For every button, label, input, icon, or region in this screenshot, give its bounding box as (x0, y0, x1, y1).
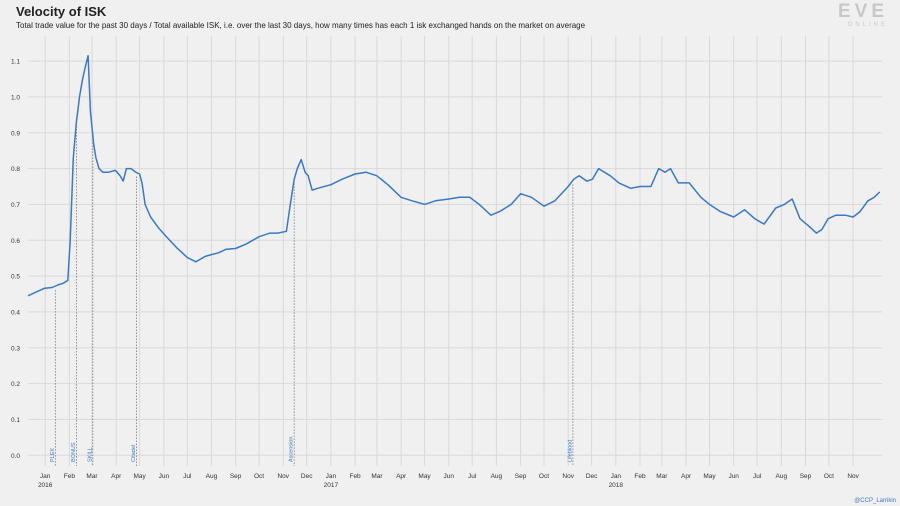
event-marker-label: PLEX (50, 448, 56, 462)
x-tick-label: Nov (847, 473, 859, 480)
series-layer (27, 54, 881, 297)
x-tick-year-label: 2018 (609, 482, 624, 489)
x-tick-label: Mar (656, 473, 668, 480)
y-tick-labels: 0.0 0.1 0.2 0.3 0.4 0.5 0.6 0.7 0.8 0.9 1.0 1.1 (11, 59, 20, 460)
x-tick-label: Jan (326, 473, 337, 480)
chart-title: Velocity of ISK (16, 4, 107, 19)
y-tick-label: 0.9 (11, 130, 20, 137)
x-tick-label: Mar (86, 473, 98, 480)
y-tick-label: 0.4 (11, 309, 20, 316)
annotation-layer: PLEX BONUS SKILL Citadel Ascension Lifeblood (50, 126, 573, 466)
x-tick-label: Feb (64, 473, 76, 480)
x-tick-label: Jul (468, 473, 477, 480)
x-tick-label: Jun (159, 473, 170, 480)
x-tick-label: May (703, 473, 716, 480)
eve-online-logo: EVE ONLINE (837, 1, 888, 29)
y-tick-label: 0.6 (11, 238, 20, 245)
x-tick-label: Sep (230, 473, 242, 480)
x-tick-label: Mar (371, 473, 383, 480)
x-tick-year-label: 2016 (38, 482, 53, 489)
y-tick-label: 0.5 (11, 274, 20, 281)
x-tick-label: Jun (728, 473, 739, 480)
event-marker-label: Citadel (131, 445, 137, 462)
x-tick-label: Apr (111, 473, 122, 480)
grid-layer (28, 36, 882, 466)
x-tick-label: Oct (824, 473, 834, 480)
chart-subtitle: Total trade value for the past 30 days /… (16, 21, 586, 30)
x-tick-label: Oct (254, 473, 264, 480)
y-tick-label: 1.0 (11, 94, 20, 101)
y-tick-label: 0.1 (11, 417, 20, 424)
x-tick-year-label: 2017 (324, 482, 339, 489)
y-tick-label: 0.7 (11, 202, 20, 209)
x-tick-label: Aug (776, 473, 788, 480)
x-tick-labels: Jan 2016 Feb Mar Apr May Jun Jul Aug Sep Oct Nov Dec… (38, 473, 860, 489)
x-tick-label: Nov (562, 473, 574, 480)
x-tick-label: May (133, 473, 146, 480)
y-tick-label: 1.1 (11, 59, 20, 66)
y-tick-label: 0.3 (11, 345, 20, 352)
logo-wordmark: EVE (837, 1, 888, 22)
y-tick-label: 0.0 (11, 453, 20, 460)
x-tick-label: May (418, 473, 431, 480)
y-tick-label: 0.8 (11, 166, 20, 173)
x-tick-label: Sep (800, 473, 812, 480)
x-tick-label: Feb (349, 473, 361, 480)
x-tick-label: Oct (539, 473, 549, 480)
x-tick-label: Dec (586, 473, 598, 480)
event-marker-label: SKILL (87, 447, 93, 462)
x-tick-label: Dec (301, 473, 313, 480)
x-tick-label: Nov (277, 473, 289, 480)
event-marker-label: Ascension (289, 437, 295, 462)
x-tick-label: Jan (40, 473, 51, 480)
x-tick-label: Feb (634, 473, 646, 480)
x-tick-label: Sep (515, 473, 527, 480)
event-marker-label: BONUS (71, 442, 77, 462)
x-tick-label: Aug (491, 473, 503, 480)
author-credit: @CCP_Larrikin (854, 498, 896, 504)
x-tick-label: Apr (396, 473, 407, 480)
y-tick-label: 0.2 (11, 381, 20, 388)
logo-subtext: ONLINE (847, 22, 888, 28)
event-marker-label: Lifeblood (567, 440, 573, 462)
velocity-series-line (27, 54, 881, 297)
x-tick-label: Jul (753, 473, 762, 480)
x-tick-label: Jun (444, 473, 455, 480)
x-tick-label: Aug (206, 473, 218, 480)
x-tick-label: Apr (681, 473, 692, 480)
x-tick-label: Jan (611, 473, 622, 480)
x-tick-label: Jul (183, 473, 192, 480)
